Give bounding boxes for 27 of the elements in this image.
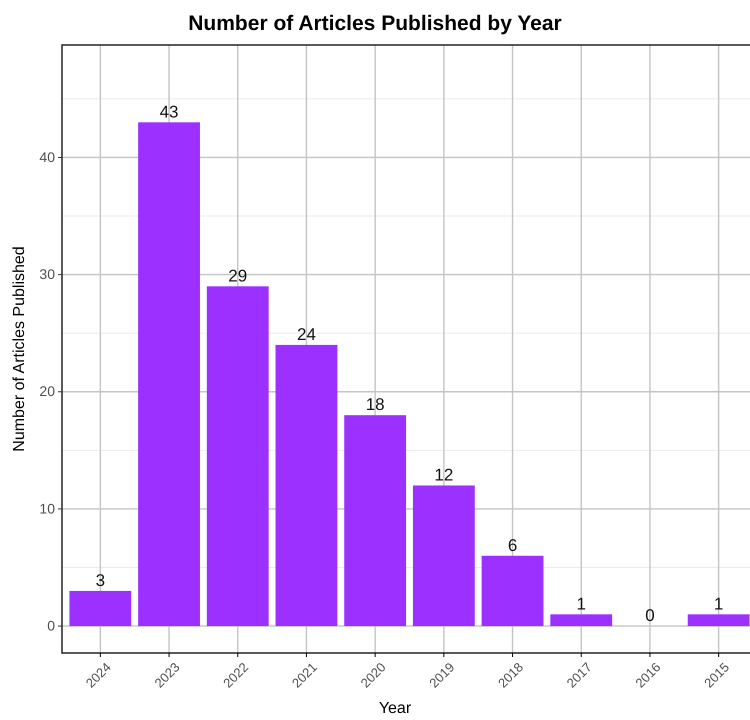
data-label: 3 bbox=[96, 570, 106, 590]
bar bbox=[550, 614, 612, 626]
data-label: 6 bbox=[508, 536, 518, 555]
bar bbox=[206, 286, 269, 626]
data-label: 1 bbox=[576, 594, 586, 614]
data-label: 1 bbox=[714, 594, 724, 614]
data-label: 0 bbox=[645, 606, 655, 626]
chart-title: Number of Articles Published by Year bbox=[188, 12, 562, 35]
data-label: 18 bbox=[366, 395, 385, 414]
data-label: 43 bbox=[160, 102, 179, 122]
data-label: 29 bbox=[228, 266, 248, 286]
data-label: 12 bbox=[434, 465, 454, 484]
y-tick-label: 10 bbox=[39, 500, 56, 516]
y-tick-label: 20 bbox=[39, 383, 56, 400]
y-tick-label: 30 bbox=[39, 266, 56, 282]
bar bbox=[412, 485, 475, 626]
bar bbox=[276, 344, 338, 626]
bar bbox=[688, 614, 750, 626]
y-tick-label: 0 bbox=[47, 618, 56, 634]
bar bbox=[138, 122, 200, 626]
y-axis-title: Number of Articles Published bbox=[11, 246, 28, 452]
bar bbox=[344, 415, 406, 626]
bar bbox=[482, 556, 544, 626]
x-axis-title: Year bbox=[378, 700, 412, 717]
y-tick-label: 40 bbox=[39, 148, 56, 165]
bar bbox=[69, 590, 132, 626]
data-label: 24 bbox=[296, 324, 316, 344]
